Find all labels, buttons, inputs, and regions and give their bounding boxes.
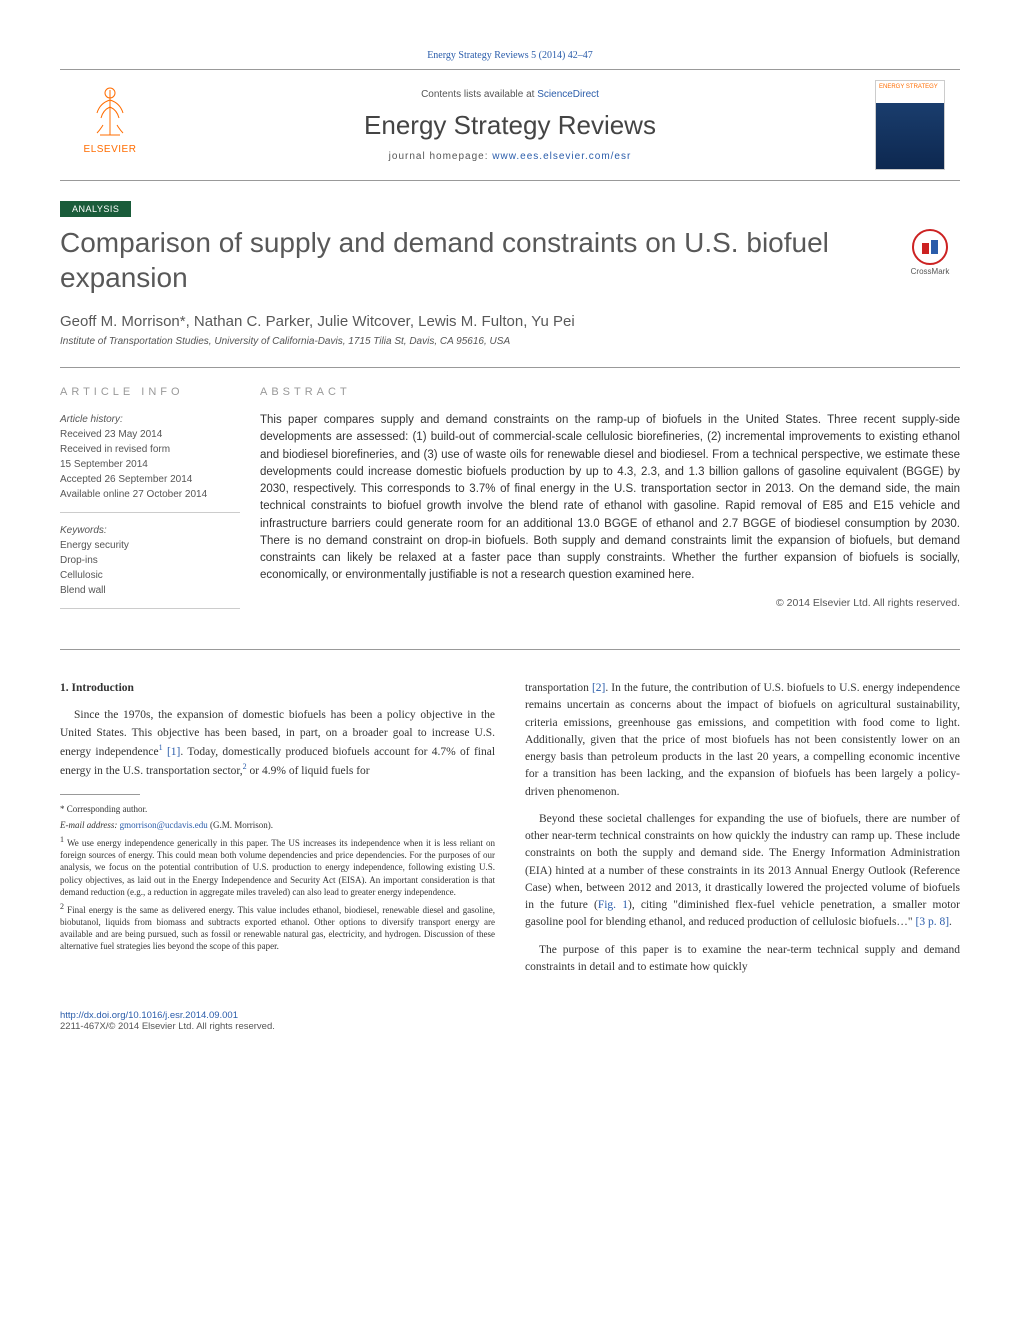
sciencedirect-link[interactable]: ScienceDirect: [537, 89, 599, 100]
keyword: Energy security: [60, 538, 240, 553]
body-paragraph: transportation [2]. In the future, the c…: [525, 680, 960, 801]
elsevier-tree-icon: [85, 85, 135, 140]
keywords-heading: Keywords:: [60, 523, 240, 538]
author-email-link[interactable]: gmorrison@ucdavis.edu: [120, 820, 208, 830]
history-line: Accepted 26 September 2014: [60, 472, 240, 487]
article-type-badge: ANALYSIS: [60, 201, 131, 217]
affiliation: Institute of Transportation Studies, Uni…: [60, 336, 960, 347]
elsevier-wordmark: ELSEVIER: [84, 144, 137, 155]
masthead: ELSEVIER Contents lists available at Sci…: [60, 69, 960, 181]
email-suffix: (G.M. Morrison).: [208, 820, 273, 830]
cover-thumbnail-area: ENERGY STRATEGY: [860, 80, 960, 170]
authors-text: Geoff M. Morrison*, Nathan C. Parker, Ju…: [60, 313, 575, 330]
citation-link-1[interactable]: [1]: [167, 746, 180, 758]
abstract-label: ABSTRACT: [260, 386, 960, 398]
article-title: Comparison of supply and demand constrai…: [60, 225, 880, 295]
abstract-copyright: © 2014 Elsevier Ltd. All rights reserved…: [260, 597, 960, 609]
crossmark-label: CrossMark: [911, 267, 950, 276]
footnote-1: 1 We use energy independence generically…: [60, 835, 495, 898]
keyword: Blend wall: [60, 583, 240, 598]
footnote-text: Final energy is the same as delivered en…: [60, 905, 495, 951]
page-footer: http://dx.doi.org/10.1016/j.esr.2014.09.…: [60, 1010, 960, 1032]
elsevier-logo[interactable]: ELSEVIER: [75, 85, 145, 165]
body-paragraph: The purpose of this paper is to examine …: [525, 942, 960, 977]
journal-cover-thumbnail[interactable]: ENERGY STRATEGY: [875, 80, 945, 170]
para-text: or 4.9% of liquid fuels for: [247, 765, 370, 777]
contents-available-line: Contents lists available at ScienceDirec…: [160, 89, 860, 100]
footnote-marker: 1: [60, 835, 64, 844]
homepage-prefix: journal homepage:: [389, 151, 493, 162]
keyword: Cellulosic: [60, 568, 240, 583]
cover-label: ENERGY STRATEGY: [879, 84, 941, 90]
corresponding-author-note: * Corresponding author.: [60, 803, 495, 815]
body-column-right: transportation [2]. In the future, the c…: [525, 680, 960, 986]
doi-link[interactable]: http://dx.doi.org/10.1016/j.esr.2014.09.…: [60, 1010, 238, 1021]
body-paragraph: Since the 1970s, the expansion of domest…: [60, 707, 495, 780]
abstract-column: ABSTRACT This paper compares supply and …: [260, 386, 960, 619]
crossmark-widget[interactable]: CrossMark: [900, 229, 960, 276]
crossmark-icon: [912, 229, 948, 265]
history-line: Received in revised form: [60, 442, 240, 457]
section-heading-1: 1. Introduction: [60, 680, 495, 697]
footnote-2: 2 Final energy is the same as delivered …: [60, 902, 495, 953]
author-list: Geoff M. Morrison*, Nathan C. Parker, Ju…: [60, 313, 960, 330]
history-line: 15 September 2014: [60, 457, 240, 472]
article-history-block: Article history: Received 23 May 2014 Re…: [60, 412, 240, 513]
body-column-left: 1. Introduction Since the 1970s, the exp…: [60, 680, 495, 986]
history-line: Available online 27 October 2014: [60, 487, 240, 502]
email-footnote: E-mail address: gmorrison@ucdavis.edu (G…: [60, 819, 495, 831]
body-paragraph: Beyond these societal challenges for exp…: [525, 811, 960, 932]
publisher-logo-area: ELSEVIER: [60, 85, 160, 165]
issn-copyright: 2211-467X/© 2014 Elsevier Ltd. All right…: [60, 1021, 275, 1032]
history-line: Received 23 May 2014: [60, 427, 240, 442]
para-text: transportation: [525, 682, 592, 694]
footnote-text: We use energy independence generically i…: [60, 838, 495, 897]
contents-prefix: Contents lists available at: [421, 89, 537, 100]
email-label: E-mail address:: [60, 820, 120, 830]
citation-line: Energy Strategy Reviews 5 (2014) 42–47: [60, 50, 960, 61]
footnote-marker: 2: [60, 902, 64, 911]
body-two-column: 1. Introduction Since the 1970s, the exp…: [60, 649, 960, 986]
journal-homepage-line: journal homepage: www.ees.elsevier.com/e…: [160, 151, 860, 162]
footnote-rule: [60, 794, 140, 795]
para-text: . In the future, the contribution of U.S…: [525, 682, 960, 798]
keyword: Drop-ins: [60, 553, 240, 568]
figure-link-1[interactable]: Fig. 1: [598, 899, 628, 911]
para-text: Beyond these societal challenges for exp…: [525, 813, 960, 911]
journal-homepage-link[interactable]: www.ees.elsevier.com/esr: [492, 151, 631, 162]
citation-link-3[interactable]: [3 p. 8]: [915, 916, 949, 928]
abstract-text: This paper compares supply and demand co…: [260, 412, 960, 585]
journal-name: Energy Strategy Reviews: [160, 110, 860, 141]
citation-link-2[interactable]: [2]: [592, 682, 605, 694]
keywords-block: Keywords: Energy security Drop-ins Cellu…: [60, 523, 240, 609]
history-heading: Article history:: [60, 412, 240, 427]
article-info-column: ARTICLE INFO Article history: Received 2…: [60, 386, 260, 619]
article-info-label: ARTICLE INFO: [60, 386, 240, 398]
para-text: .: [949, 916, 952, 928]
